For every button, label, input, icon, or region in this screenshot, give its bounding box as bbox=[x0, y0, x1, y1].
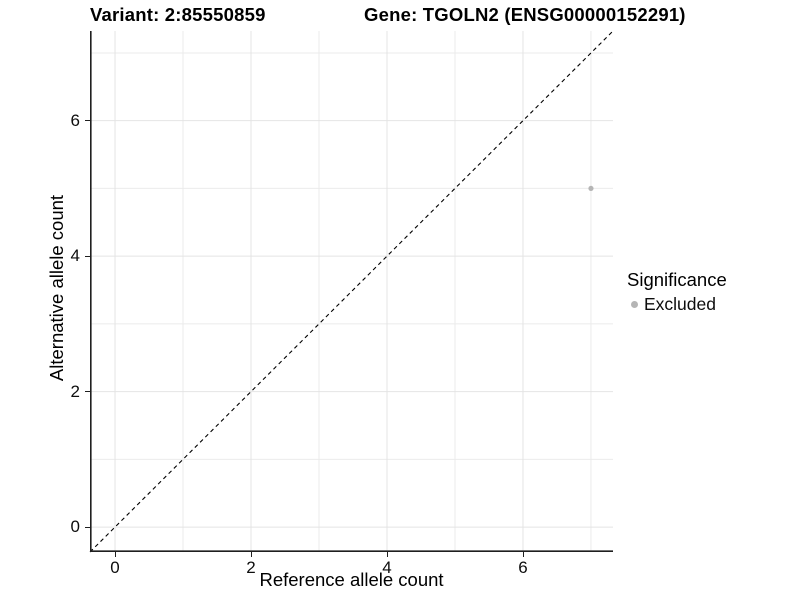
y-tick-label: 2 bbox=[70, 381, 80, 401]
plot-title-variant: Variant: 2:85550859 bbox=[90, 4, 266, 25]
legend-title: Significance bbox=[627, 269, 727, 290]
legend: Significance Excluded bbox=[627, 270, 727, 314]
legend-point-icon bbox=[631, 300, 638, 308]
x-axis-tick bbox=[522, 552, 524, 557]
x-axis-title: Reference allele count bbox=[259, 569, 444, 590]
plot-canvas bbox=[89, 30, 614, 553]
x-axis-tick bbox=[114, 552, 116, 557]
y-axis-tick bbox=[84, 526, 90, 528]
y-tick-label: 6 bbox=[70, 110, 80, 130]
y-axis-tick bbox=[84, 391, 90, 393]
y-axis-title: Alternative allele count bbox=[46, 194, 67, 382]
x-tick-label: 6 bbox=[518, 558, 528, 577]
x-tick-label: 2 bbox=[246, 558, 256, 577]
x-axis-tick bbox=[250, 552, 252, 557]
plot-panel bbox=[89, 30, 614, 553]
x-tick-label: 0 bbox=[110, 558, 120, 577]
y-tick-label: 0 bbox=[70, 517, 80, 537]
legend-entry-excluded: Excluded bbox=[627, 294, 727, 314]
x-axis-tick bbox=[386, 552, 388, 557]
y-tick-label: 4 bbox=[70, 246, 80, 266]
y-axis-tick bbox=[84, 120, 90, 122]
legend-entry-label: Excluded bbox=[644, 293, 716, 314]
y-axis-tick bbox=[84, 255, 90, 257]
x-tick-label: 4 bbox=[382, 558, 392, 577]
plot-title-gene: Gene: TGOLN2 (ENSG00000152291) bbox=[364, 4, 686, 25]
